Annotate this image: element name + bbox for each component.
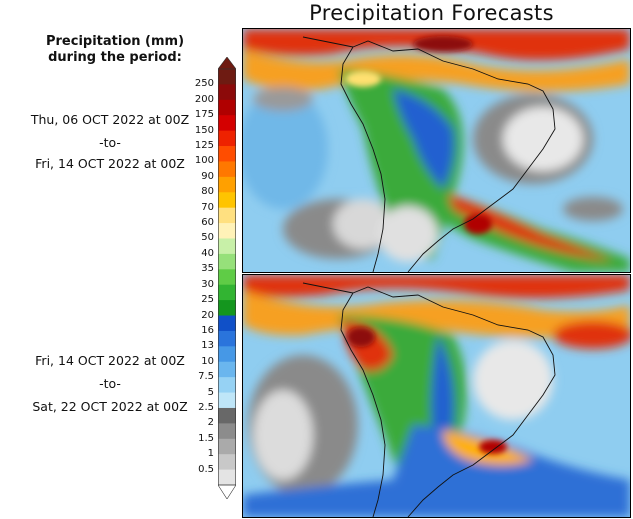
rain-hotspot-1	[479, 440, 507, 454]
panel2-period-separator: -to-	[99, 376, 121, 391]
colorbar-swatch	[218, 377, 236, 393]
south-america-west-coast	[340, 292, 386, 517]
colorbar-tick-label: 35	[201, 263, 214, 275]
colorbar-swatch	[218, 284, 236, 301]
colorbar-swatch	[218, 115, 236, 132]
colorbar-swatch	[218, 438, 236, 455]
colorbar-tick-label: 1	[207, 448, 214, 460]
colorbar-swatch	[218, 130, 236, 147]
colorbar-tick-label: 2.5	[198, 401, 214, 413]
rain-hotspot-2	[345, 71, 381, 87]
colorbar-tick-label: 25	[201, 294, 214, 306]
panel1-period-separator: -to-	[99, 135, 121, 150]
rain-hotspot-1	[464, 214, 492, 234]
colorbar-tick-label: 100	[194, 155, 214, 167]
colorbar-tick-label: 200	[194, 93, 214, 105]
heavy-rain-band-north	[243, 275, 630, 299]
southeast-heavy-rain	[448, 194, 613, 261]
colorbar-swatch	[218, 315, 236, 332]
colorbar-tick-label: 175	[194, 109, 214, 121]
amazon-blue-core	[393, 89, 455, 189]
brazil-dry-zone	[473, 340, 553, 420]
atlantic-rain-cell	[553, 321, 630, 349]
colorbar-tick-label: 0.5	[198, 463, 214, 475]
central-america-coast	[302, 282, 354, 294]
colorbar-swatch	[218, 330, 236, 347]
colorbar-swatch	[218, 361, 236, 378]
central-america-coast	[302, 36, 354, 48]
colorbar-tick-label: 13	[201, 340, 214, 352]
colorbar-swatch	[218, 238, 236, 255]
precipitation-colorbar	[218, 57, 236, 499]
colorbar-swatch	[218, 207, 236, 224]
forecast-map-panel-1	[242, 28, 631, 273]
coastline	[302, 282, 556, 517]
southern-rain-band	[243, 425, 630, 517]
forecast-map-panel-2	[242, 274, 631, 518]
colorbar-swatch	[218, 300, 236, 316]
panel2-period-start: Fri, 14 OCT 2022 at 00Z	[35, 353, 185, 368]
colorbar-swatch	[218, 407, 236, 424]
colorbar-tick-label: 7.5	[198, 371, 214, 383]
colorbar-tick-label: 2	[207, 417, 214, 429]
colorbar-tick-label: 10	[201, 355, 214, 367]
colorbar-tick-label: 50	[201, 232, 214, 244]
colorbar-swatch	[218, 84, 236, 101]
colorbar-tick-label: 150	[194, 124, 214, 136]
panel1-period-start: Thu, 06 OCT 2022 at 00Z	[30, 112, 190, 127]
amazon-blue-core	[431, 335, 454, 441]
colorbar-swatch	[218, 269, 236, 286]
chart-title: Precipitation Forecasts	[309, 1, 554, 25]
colorbar-swatch	[218, 176, 236, 193]
colorbar-swatch	[218, 99, 236, 116]
colorbar-tick-label: 30	[201, 278, 214, 290]
legend-heading: Precipitation (mm) during the period:	[30, 34, 200, 66]
pacific-light-rain	[243, 89, 328, 209]
colorbar-swatch	[218, 223, 236, 239]
colorbar-tick-label: 1.5	[198, 432, 214, 444]
brazil-very-dry	[503, 107, 583, 171]
colorbar-tick-label: 250	[194, 78, 214, 90]
colorbar-top-arrow	[218, 57, 236, 70]
panel1-period-end: Fri, 14 OCT 2022 at 00Z	[35, 156, 185, 171]
colorbar-tick-label: 125	[194, 140, 214, 152]
pacific-very-dry	[253, 390, 313, 480]
legend-heading-line2: during the period:	[48, 50, 182, 65]
south-america-east-coast	[352, 286, 556, 517]
colorbar-swatch	[218, 392, 236, 409]
colorbar-swatch	[218, 469, 236, 486]
colorbar-tick-label: 16	[201, 324, 214, 336]
rain-hotspot-2	[347, 327, 375, 347]
colorbar-tick-label: 20	[201, 309, 214, 321]
pacific-very-dry	[333, 199, 393, 249]
legend-heading-line1: Precipitation (mm)	[45, 34, 185, 49]
colorbar-swatch	[218, 346, 236, 363]
coastline	[302, 36, 556, 272]
atlantic-dry-patch	[563, 197, 623, 221]
panel2-period-end: Sat, 22 OCT 2022 at 00Z	[32, 399, 188, 414]
pacific-dry-patch	[253, 87, 313, 111]
south-america-east-coast	[352, 40, 556, 272]
colorbar-swatch	[218, 454, 236, 470]
colorbar-outline	[218, 68, 236, 486]
colorbar-swatch	[218, 253, 236, 270]
south-america-west-coast	[340, 46, 386, 272]
moderate-rain-band	[243, 290, 630, 338]
colorbar-bottom-arrow	[218, 484, 236, 499]
colorbar-tick-label: 40	[201, 247, 214, 259]
colorbar-tick-label: 80	[201, 186, 214, 198]
moderate-rain-band	[243, 49, 630, 92]
rain-hotspot-3	[413, 36, 473, 52]
colorbar-swatch	[218, 192, 236, 209]
colorbar-swatch	[218, 146, 236, 162]
colorbar-tick-label: 60	[201, 217, 214, 229]
argentina-dry	[378, 206, 438, 262]
colorbar-swatch	[218, 423, 236, 440]
colorbar-tick-label: 70	[201, 201, 214, 213]
colorbar-tick-label: 5	[207, 386, 214, 398]
colorbar-swatch	[218, 161, 236, 178]
colorbar-swatch	[218, 69, 236, 85]
colorbar-tick-label: 90	[201, 170, 214, 182]
